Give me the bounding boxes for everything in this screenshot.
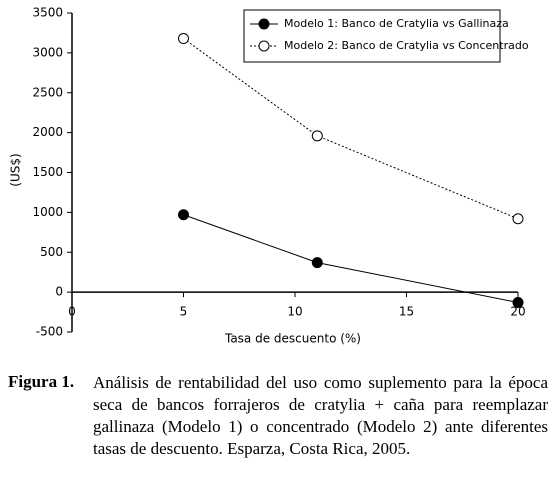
data-point	[178, 33, 189, 45]
y-tick-label: -500	[36, 325, 63, 339]
y-tick-label: 3500	[32, 6, 63, 20]
chart: (US$) Tasa de descuento (%) -500 0 500 1000…	[9, 6, 529, 346]
x-tick-label: 20	[510, 305, 525, 319]
legend-label: Modelo 2: Banco de Cratylia vs Concentra…	[284, 39, 529, 52]
data-point	[311, 130, 323, 142]
data-point	[178, 209, 189, 221]
x-tick-label: 10	[287, 305, 302, 319]
caption-label: Figura 1.	[8, 372, 75, 391]
x-tick-label: 15	[399, 305, 414, 319]
data-point	[512, 296, 524, 308]
x-axis-label: Tasa de descuento (%)	[224, 332, 361, 346]
y-tick-label: 1500	[32, 165, 63, 179]
y-tick-label: 0	[55, 285, 63, 299]
legend-box	[243, 9, 501, 63]
y-tick-label: 2000	[32, 125, 63, 139]
series-line	[183, 38, 519, 220]
legend-marker	[258, 40, 270, 52]
y-tick-label: 500	[40, 245, 63, 259]
x-tick-label: 5	[180, 305, 188, 319]
x-tick-label: 0	[68, 305, 76, 319]
data-point	[311, 257, 323, 269]
legend-marker	[258, 18, 270, 30]
legend-label: Modelo 1: Banco de Cratylia vs Gallinaza	[284, 17, 509, 30]
data-point	[512, 213, 524, 225]
y-tick-label: 1000	[32, 205, 63, 219]
caption-text: Análisis de rentabilidad del uso como su…	[93, 373, 548, 458]
y-tick-label: 3000	[32, 45, 63, 59]
series-line	[183, 214, 519, 303]
y-axis-label: (US$)	[9, 153, 23, 186]
y-tick-label: 2500	[32, 85, 63, 99]
